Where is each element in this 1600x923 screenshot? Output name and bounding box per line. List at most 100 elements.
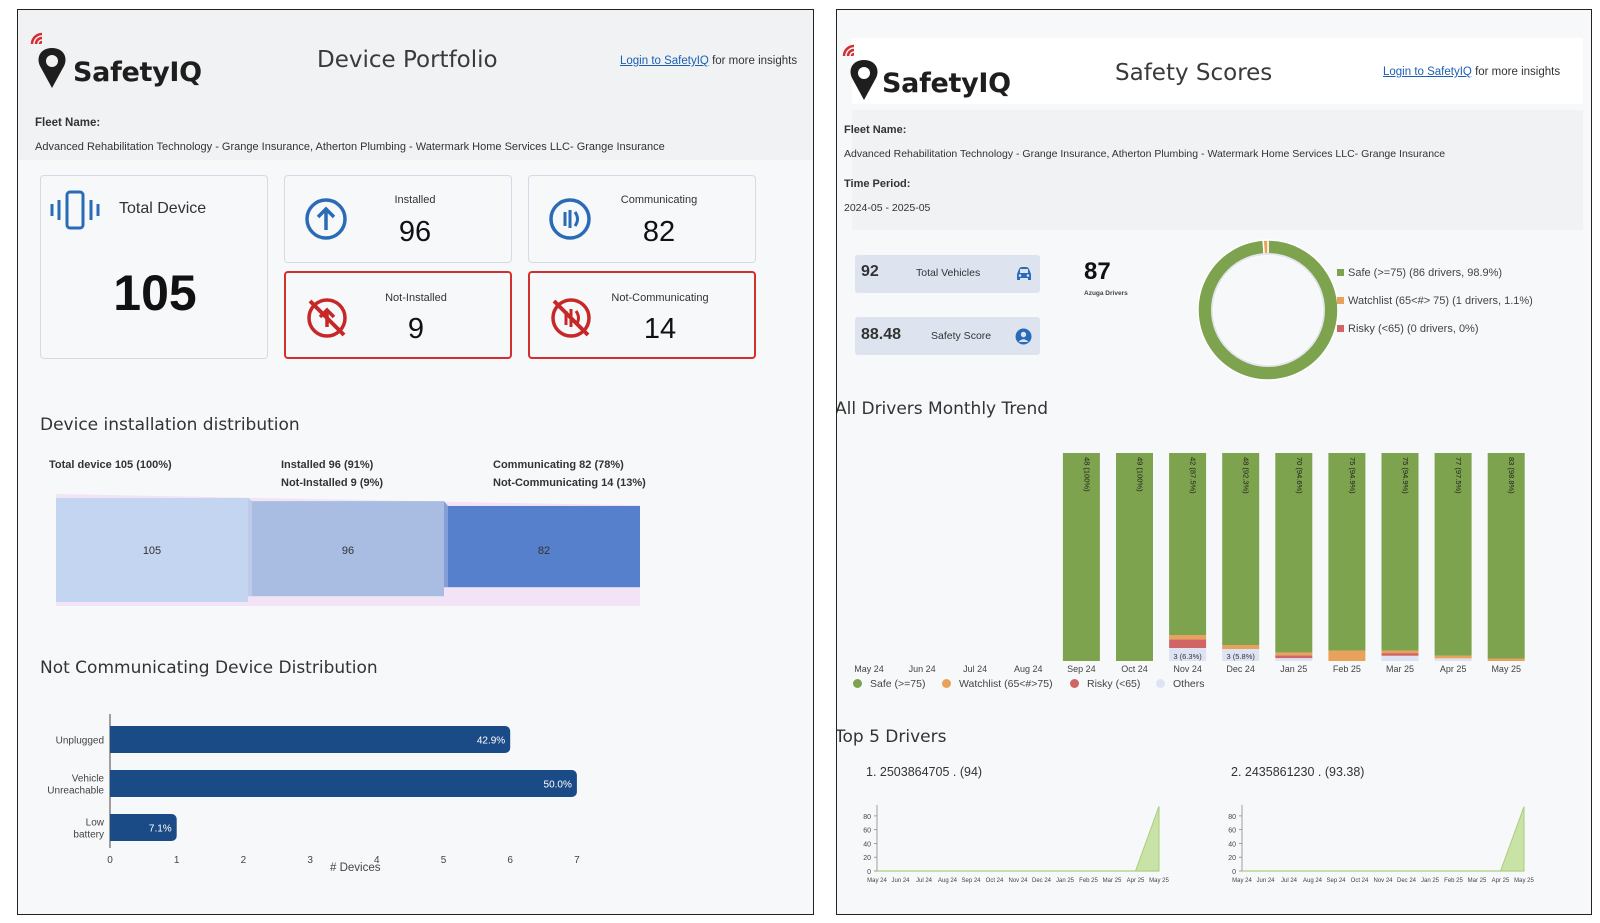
spark-y-tick: 20 [1228, 855, 1236, 862]
fleet-name: Advanced Rehabilitation Technology - Gra… [844, 148, 1446, 160]
login-note: Login to SafetyIQ for more insights [620, 55, 797, 67]
donut-slice [1262, 239, 1269, 256]
safety-score-label: Safety Score [931, 330, 992, 342]
donut-legend-risky: Risky (<65) (0 drivers, 0%) [1337, 323, 1479, 335]
login-link[interactable]: Login to SafetyIQ [1383, 66, 1472, 78]
trend-bar-segment [1434, 658, 1472, 661]
safetyiq-logo-icon [28, 32, 70, 92]
donut-legend-watchlist-label: Watchlist (65<#> 75) (1 drivers, 1.1%) [1348, 295, 1533, 307]
donut-legend-risky-label: Risky (<65) (0 drivers, 0%) [1348, 323, 1479, 335]
brand-name: SafetyIQ [882, 68, 1011, 99]
x-tick-label: 1 [174, 855, 180, 866]
bar [110, 726, 511, 753]
spark-y-tick: 80 [863, 814, 871, 821]
page-title: Safety Scores [1115, 60, 1273, 86]
trend-bar-segment [1328, 650, 1366, 661]
category-label: Low [86, 818, 105, 829]
trend-bar-segment [1275, 658, 1313, 661]
donut-legend-safe: Safe (>=75) (86 drivers, 98.9%) [1337, 267, 1502, 279]
sankey-chart: 105 96 82 [56, 494, 640, 606]
watchlist-dot [942, 679, 951, 688]
month-tick-label: May 25 [1491, 664, 1521, 674]
spark-month-label: Nov 24 [1373, 878, 1393, 884]
trend-bar-segment [1222, 645, 1260, 649]
page-title: Device Portfolio [317, 47, 498, 73]
safe-data-label: 77 (97.5%) [1454, 457, 1463, 494]
spark-area [877, 806, 1160, 872]
sankey-link [248, 498, 252, 597]
upload-arrow-icon [303, 196, 349, 247]
bar-data-label: 7.1% [149, 824, 172, 835]
donut-legend-watchlist: Watchlist (65<#> 75) (1 drivers, 1.1%) [1337, 295, 1533, 307]
info-band [852, 110, 1583, 230]
sankey-label-not-installed: Not-Installed 9 (9%) [281, 477, 384, 489]
sankey-node [448, 505, 640, 588]
trend-bar-segment [1169, 639, 1207, 648]
sankey-label-not-communicating: Not-Communicating 14 (13%) [493, 477, 646, 489]
trend-legend-risky: Risky (<65) [1070, 678, 1140, 690]
top-driver-1-sparkline: 80 60 40 20 0 May 24 Jun 24 Jul 24 Aug 24 Sep 24 O… [863, 805, 1169, 884]
not-installed-value: 9 [407, 313, 425, 345]
login-link[interactable]: Login to SafetyIQ [620, 55, 709, 67]
login-suffix: for more insights [1471, 66, 1561, 78]
trend-bar-segment [1328, 453, 1366, 651]
notcomm-x-axis-label: # Devices [330, 862, 381, 874]
not-installed-icon [304, 295, 350, 346]
x-tick-label: 3 [307, 855, 313, 866]
trend-bar-segment [1381, 653, 1419, 656]
trend-bar-segment [1116, 453, 1153, 661]
trend-bar-segment [1275, 453, 1313, 653]
spark-month-label: Nov 24 [1008, 878, 1028, 884]
device-portfolio-panel: SafetyIQ Device Portfolio Login to Safet… [17, 9, 814, 915]
category-label: Unplugged [56, 736, 104, 747]
trend-legend-safe-label: Safe (>=75) [870, 678, 926, 690]
watchlist-swatch [1337, 297, 1344, 304]
x-tick-label: 7 [574, 855, 580, 866]
vibrating-phone-icon [49, 190, 101, 235]
bar-data-label: 42.9% [477, 736, 505, 747]
fleet-name: Advanced Rehabilitation Technology - Gra… [35, 141, 665, 153]
spark-month-label: Sep 24 [1326, 878, 1346, 884]
spark-month-label: Mar 25 [1103, 878, 1122, 884]
trend-bar-segment [1169, 648, 1207, 661]
spark-month-label: Feb 25 [1444, 878, 1463, 884]
safe-data-label: 48 (92.3%) [1242, 457, 1251, 494]
trend-bar-segment [1222, 649, 1260, 661]
sankey-label-communicating: Communicating 82 (78%) [493, 459, 624, 471]
spark-month-label: Aug 24 [938, 878, 958, 884]
safe-dot [853, 679, 862, 688]
month-tick-label: May 24 [854, 664, 884, 674]
time-period-label: Time Period: [844, 178, 911, 190]
spark-y-tick: 0 [1232, 869, 1236, 876]
safety-donut-chart [1197, 239, 1339, 381]
bar-left-edge [110, 770, 116, 797]
safe-swatch [1337, 269, 1344, 276]
trend-legend-watchlist-label: Watchlist (65<#>75) [959, 678, 1053, 690]
bar-left-edge [110, 726, 116, 753]
safety-scores-panel: SafetyIQ Safety Scores Login to SafetyIQ… [836, 9, 1592, 915]
bar [110, 814, 177, 841]
sankey-node-value: 96 [342, 545, 354, 557]
spark-month-label: Dec 24 [1397, 878, 1417, 884]
spark-month-label: Apr 25 [1127, 878, 1145, 884]
spark-month-label: Dec 24 [1032, 878, 1052, 884]
login-suffix: for more insights [708, 55, 798, 67]
spark-month-label: Jun 24 [891, 878, 910, 884]
communicating-label: Communicating [620, 194, 698, 206]
spark-month-label: Oct 24 [986, 878, 1004, 884]
spark-month-label: May 24 [1232, 878, 1252, 884]
communicating-value: 82 [642, 216, 676, 248]
month-tick-label: Jul 24 [963, 664, 987, 674]
trend-section-title: All Drivers Monthly Trend [836, 399, 1049, 419]
header-band [852, 38, 1583, 104]
spark-month-label: Feb 25 [1079, 878, 1098, 884]
safe-data-label: 42 (87.5%) [1189, 457, 1198, 494]
signal-icon [547, 196, 593, 247]
spark-month-label: May 25 [1514, 878, 1534, 884]
installed-label: Installed [394, 194, 436, 206]
x-tick-label: 0 [107, 855, 113, 866]
month-tick-label: Nov 24 [1173, 664, 1202, 674]
safe-data-label: 83 (98.8%) [1507, 457, 1516, 494]
fleet-label: Fleet Name: [844, 124, 907, 136]
total-device-label: Total Device [119, 200, 207, 217]
